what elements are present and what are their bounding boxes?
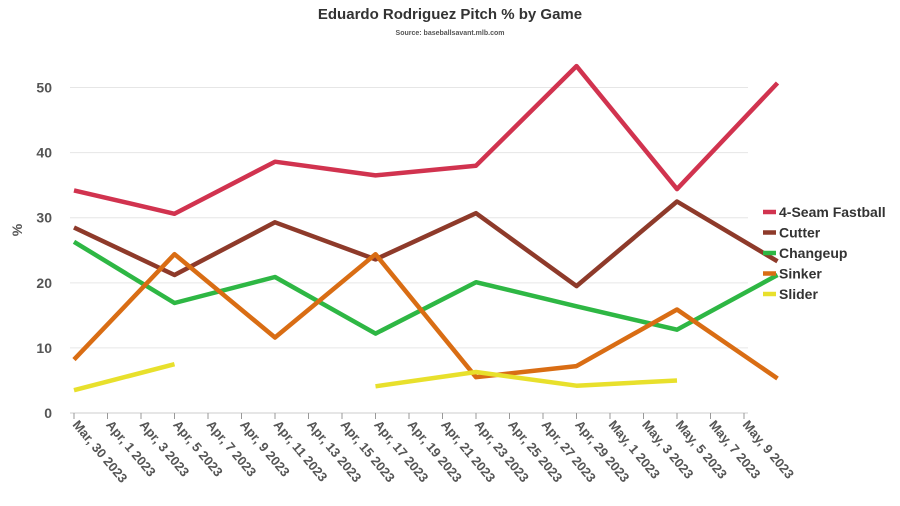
series-line-cutter-0 — [73, 199, 779, 289]
chart-title: Eduardo Rodriguez Pitch % by Game — [317, 6, 583, 23]
series-line-4-seam-fastball-0 — [73, 63, 780, 217]
y-axis-label: % — [9, 223, 25, 236]
chart-subtitle: Source: baseballsavant.mlb.com — [395, 30, 505, 37]
y-tick-label: 50 — [36, 80, 52, 96]
y-tick-label: 0 — [44, 405, 52, 421]
series-line-sinker-0 — [72, 251, 779, 381]
legend-item-slider[interactable]: Slider — [779, 286, 818, 302]
legend-item-4-seam-fastball[interactable]: 4-Seam Fastball — [779, 204, 886, 220]
series-line-changeup-0 — [72, 239, 779, 336]
legend-item-cutter[interactable]: Cutter — [779, 225, 821, 241]
y-tick-label: 10 — [36, 340, 52, 356]
series-line-slider-0 — [73, 362, 176, 393]
y-tick-label: 40 — [36, 145, 52, 161]
y-tick-label: 30 — [36, 210, 52, 226]
y-tick-label: 20 — [36, 275, 52, 291]
legend-item-sinker[interactable]: Sinker — [779, 266, 822, 282]
series-line-slider-1 — [375, 369, 678, 389]
legend-item-changeup[interactable]: Changeup — [779, 245, 847, 261]
